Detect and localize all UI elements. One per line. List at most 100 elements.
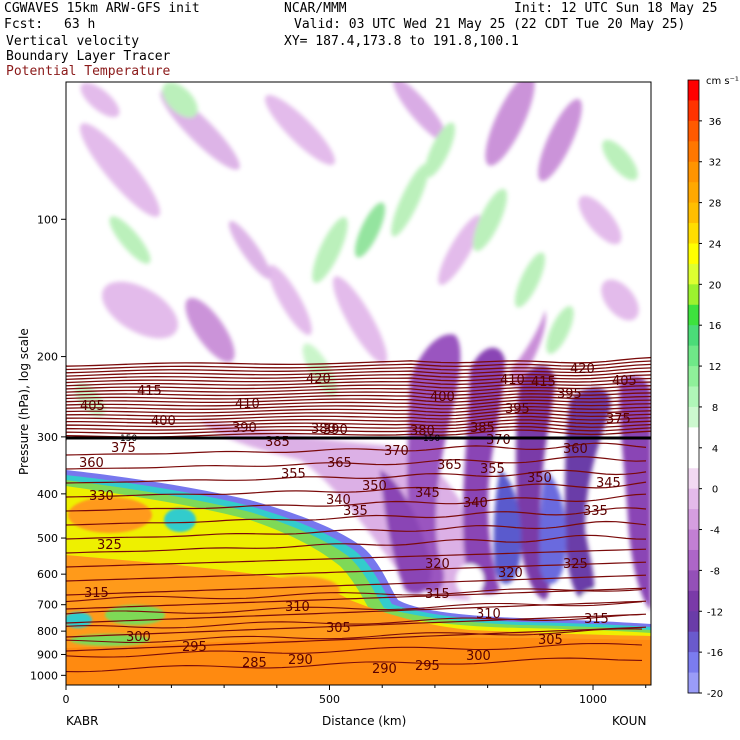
- theta-contour: [66, 534, 647, 554]
- colorbar-swatch: [688, 161, 699, 183]
- y-axis: 100 200 300 400 500 600 700 800 900 1000: [30, 213, 66, 682]
- x-tick-label: 1000: [579, 693, 607, 706]
- y-tick-label: 900: [37, 648, 58, 661]
- theta-contour: [66, 642, 643, 658]
- marker-150-left: 150: [120, 434, 137, 444]
- field-vertical-velocity: Vertical velocity: [6, 34, 140, 49]
- theta-label: 375: [111, 441, 136, 456]
- theta-label: 310: [476, 607, 501, 622]
- fcst-value: 63 h: [64, 17, 96, 32]
- colorbar-swatch: [688, 182, 699, 204]
- x-tick-label: 500: [319, 693, 340, 706]
- theta-label: 360: [563, 442, 588, 457]
- colorbar-swatch: [688, 100, 699, 122]
- colorbar-unit: cm s⁻¹: [706, 76, 739, 87]
- colorbar-label: -8: [710, 566, 720, 577]
- theta-contour: [66, 456, 647, 470]
- theta-label: 320: [425, 557, 450, 572]
- x-tick-label: 0: [63, 693, 70, 706]
- colorbar-label: 24: [709, 239, 722, 250]
- theta-label: 345: [415, 486, 440, 501]
- theta-label: 380: [311, 422, 336, 437]
- theta-label: 365: [327, 456, 352, 471]
- theta-label: 365: [437, 458, 462, 473]
- colorbar-swatch: [688, 223, 699, 244]
- colorbar-label: 12: [709, 362, 722, 373]
- theta-contour: [66, 628, 643, 644]
- bl-green-blob-2: [70, 634, 150, 646]
- theta-label: 300: [126, 630, 151, 645]
- theta-label: 400: [151, 414, 176, 429]
- theta-label: 295: [415, 659, 440, 674]
- theta-label: 290: [372, 662, 397, 677]
- colorbar-swatch: [688, 325, 699, 347]
- theta-contour: [66, 481, 647, 498]
- theta-contour: [66, 370, 651, 380]
- field-potential-temperature: Potential Temperature: [6, 64, 171, 79]
- theta-contour: [66, 587, 647, 610]
- theta-contour: [66, 367, 651, 377]
- theta-contour: [66, 442, 647, 456]
- y-tick-label: 600: [37, 568, 58, 581]
- x-axis: 0 500 1000: [63, 685, 647, 706]
- colorbar-swatch: [688, 366, 699, 387]
- theta-label: 420: [570, 362, 595, 377]
- theta-label: 390: [232, 421, 257, 436]
- fcst-label: Fcst:: [4, 17, 44, 32]
- colorbar-swatch: [688, 488, 699, 510]
- theta-contour: [66, 657, 643, 673]
- theta-contour: [66, 360, 651, 371]
- field-shading: 285 290 290 295 295 300 300 305 305 310 310 315 315 3…: [66, 82, 651, 685]
- theta-contour: [66, 561, 647, 582]
- theta-contour: [66, 381, 651, 390]
- colorbar-label: 20: [709, 280, 722, 291]
- theta-label: 340: [326, 493, 351, 508]
- colorbar-swatch: [688, 672, 699, 694]
- theta-label: 355: [480, 462, 505, 477]
- gravity-wave-streaks: [75, 82, 639, 417]
- colorbar-swatch: [688, 304, 699, 326]
- theta-label: 320: [498, 566, 523, 581]
- colorbar-label: 32: [709, 158, 722, 169]
- colorbar-label: 0: [712, 485, 718, 496]
- colorbar-swatch: [688, 447, 699, 469]
- theta-label: 385: [470, 421, 495, 436]
- y-tick-label: 700: [37, 599, 58, 612]
- colorbar-swatch: [688, 406, 699, 428]
- colorbar-label: 36: [709, 117, 722, 128]
- theta-contour: [66, 409, 651, 420]
- colorbar-label: 8: [712, 403, 718, 414]
- y-axis-title: Pressure (hPa), log scale: [17, 328, 31, 475]
- valid-time: Valid: 03 UTC Wed 21 May 25 (22 CDT Tue …: [294, 17, 686, 32]
- theta-label: 315: [425, 587, 450, 602]
- y-tick-label: 800: [37, 625, 58, 638]
- theta-label: 300: [466, 649, 491, 664]
- theta-contour: [66, 374, 651, 384]
- colorbar-swatch: [688, 611, 699, 633]
- theta-label: 380: [410, 424, 435, 439]
- theta-contour: [66, 363, 651, 374]
- theta-label: 350: [527, 471, 552, 486]
- colorbar-swatch: [688, 202, 699, 224]
- theta-label: 410: [500, 373, 525, 388]
- theta-contour: [66, 385, 651, 393]
- theta-label: 390: [323, 423, 348, 438]
- theta-contour: [66, 601, 643, 615]
- y-tick-label: 100: [37, 213, 58, 226]
- theta-label: 340: [463, 496, 488, 511]
- colorbar-swatch: [688, 468, 699, 490]
- init-time: Init: 12 UTC Sun 18 May 25: [514, 1, 718, 16]
- theta-contour: [66, 405, 651, 414]
- x-endpoint-left: KABR: [66, 714, 98, 728]
- theta-contour: [66, 588, 643, 603]
- colorbar-label: 28: [709, 199, 722, 210]
- theta-contour: [66, 548, 647, 568]
- theta-contour: [66, 469, 647, 484]
- theta-label: 295: [182, 640, 207, 655]
- theta-label: 350: [362, 479, 387, 494]
- theta-contour: [66, 425, 651, 437]
- theta-label: 330: [89, 489, 114, 504]
- colorbar-swatch: [688, 427, 699, 449]
- theta-label: 360: [79, 456, 104, 471]
- theta-label: 310: [285, 600, 310, 615]
